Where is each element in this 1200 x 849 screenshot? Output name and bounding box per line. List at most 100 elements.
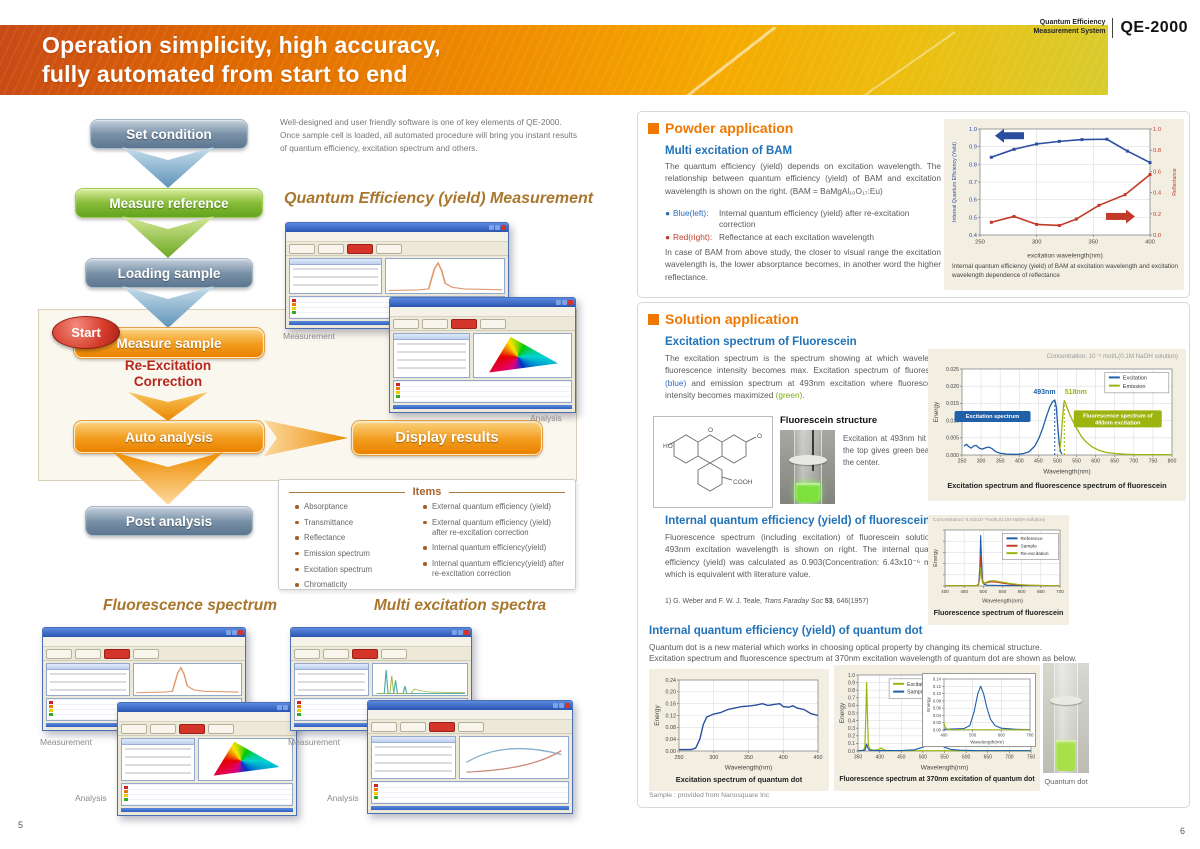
svg-text:0.00: 0.00: [933, 727, 942, 732]
flow-step-loading-sample: Loading sample: [85, 258, 253, 288]
qd-excitation-caption: Excitation spectrum of quantum dot: [675, 775, 803, 784]
svg-text:0.8: 0.8: [969, 162, 977, 168]
svg-text:450: 450: [960, 589, 968, 594]
cuvette-ring: [788, 455, 827, 466]
svg-text:700: 700: [1056, 589, 1064, 594]
svg-text:Sample: Sample: [907, 690, 925, 696]
svg-text:0.08: 0.08: [666, 725, 677, 731]
fluorescein-body-blue: (blue): [665, 377, 687, 388]
solution-application-section: Solution application Excitation spectrum…: [637, 302, 1190, 808]
svg-text:350: 350: [1088, 239, 1098, 245]
svg-text:250: 250: [975, 239, 985, 245]
svg-text:600: 600: [1091, 459, 1100, 465]
flow-arrow-down-icon: [128, 392, 208, 421]
svg-text:400: 400: [779, 755, 788, 761]
svg-text:0.1: 0.1: [848, 741, 855, 747]
footnote-seg: , 646(1957): [832, 598, 869, 605]
items-rule-right: [449, 491, 565, 493]
svg-text:1.0: 1.0: [969, 127, 977, 133]
svg-text:0.10: 0.10: [933, 691, 942, 696]
bam-bullet-blue: ● Blue(left): Internal quantum efficienc…: [665, 208, 943, 230]
svg-text:0.0: 0.0: [1153, 233, 1161, 239]
footnote-seg: 1) G. Weber and F. W. J. Teale,: [665, 598, 764, 605]
svg-text:0.12: 0.12: [666, 713, 677, 719]
page-number-right: 6: [1180, 826, 1186, 836]
powder-title-text: Powder application: [665, 120, 794, 136]
fluorescein-body-green: (green): [775, 390, 803, 401]
svg-text:650: 650: [984, 755, 993, 761]
svg-text:0.8: 0.8: [1153, 148, 1161, 154]
svg-text:0.4: 0.4: [969, 233, 978, 239]
analysis-label: Analysis: [530, 413, 562, 423]
solution-title-text: Solution application: [665, 311, 799, 327]
svg-text:0.4: 0.4: [1153, 191, 1162, 197]
fluorescein-body-seg: The excitation spectrum is the spectrum …: [665, 353, 945, 376]
svg-text:0.9: 0.9: [848, 680, 855, 686]
list-item: Transmittance: [295, 518, 423, 528]
header-banner: Operation simplicity, high accuracy, ful…: [0, 25, 1108, 95]
flow-step-auto-analysis: Auto analysis: [74, 421, 264, 453]
svg-text:Emission: Emission: [1123, 384, 1146, 390]
iqe-fluorescein-subheading: Internal quantum efficiency (yield) of f…: [665, 515, 931, 527]
svg-text:500: 500: [1053, 459, 1062, 465]
flow-step-measure-reference: Measure reference: [75, 188, 263, 218]
svg-text:Energy: Energy: [926, 697, 931, 712]
svg-text:0.7: 0.7: [848, 696, 855, 702]
svg-text:Excitation: Excitation: [1123, 376, 1147, 382]
svg-text:0.16: 0.16: [666, 702, 677, 708]
qd-excitation-chart: 250 300 350 400 450 0.00 0.04 0.08 0.12 0.16 0.20 0…: [653, 673, 825, 772]
flow-step-measure-sample: Measure sample: [74, 328, 264, 358]
svg-text:0.005: 0.005: [946, 436, 959, 442]
fluorescein-fluor-chart-panel: Concentration: 6.43x10⁻⁶mol/L(0.1M NaOH …: [928, 515, 1069, 625]
svg-text:518nm: 518nm: [1065, 389, 1087, 396]
svg-text:Re-excitation: Re-excitation: [1021, 551, 1049, 557]
bam-chart-caption: Internal quantum efficiency (yield) of B…: [952, 263, 1178, 279]
svg-text:450: 450: [814, 755, 823, 761]
items-rule-left: [289, 491, 405, 493]
svg-text:600: 600: [962, 755, 971, 761]
svg-text:600: 600: [1018, 589, 1026, 594]
svg-text:0.02: 0.02: [933, 720, 942, 725]
bullet-red-label: Red(right):: [673, 232, 713, 242]
svg-text:800: 800: [1168, 459, 1177, 465]
svg-text:Energy: Energy: [654, 704, 661, 725]
re-excitation-line2: Correction: [133, 373, 203, 389]
svg-text:0.5: 0.5: [969, 215, 977, 221]
svg-text:350: 350: [996, 459, 1005, 465]
list-item: Chromaticity: [295, 580, 423, 590]
items-column-right: External quantum efficiency (yield) Exte…: [423, 502, 567, 596]
fluorescein-body-seg: .: [802, 390, 805, 401]
bam-subheading: Multi excitation of BAM: [665, 145, 793, 157]
powder-section-title: Powder application: [648, 120, 793, 136]
bullet-blue-label: Blue(left):: [673, 208, 709, 218]
photo-caption: Excitation at 493nm hit from the top giv…: [843, 434, 945, 467]
svg-text:450: 450: [897, 755, 906, 761]
intro-paragraph: Well-designed and user friendly software…: [280, 117, 577, 153]
cuvette-ring: [1050, 696, 1082, 705]
fluorescein-structure-diagram: HO O O COOH: [653, 416, 773, 508]
flow-arrow-down-icon: [122, 286, 214, 328]
bullet-red-text: Reflectance at each excitation wavelengt…: [719, 232, 874, 242]
page-number-left: 5: [18, 820, 24, 830]
flow-step-set-condition: Set condition: [90, 119, 248, 149]
svg-text:Excitation spectrum: Excitation spectrum: [966, 414, 1019, 420]
list-item: Internal quantum efficiency(yield) after…: [423, 559, 567, 579]
page-title-line2: fully automated from start to end: [42, 60, 408, 87]
svg-text:0.0: 0.0: [848, 749, 855, 755]
structure-label-ho: HO: [663, 443, 673, 450]
re-excitation-line1: Re-Excitation: [124, 358, 212, 373]
svg-text:0.4: 0.4: [848, 718, 855, 724]
qd-fluorescence-caption: Fluorescence spectrum at 370nm excitatio…: [839, 776, 1035, 783]
svg-text:400: 400: [941, 589, 949, 594]
section-square-icon: [648, 313, 659, 325]
svg-text:Fluorescence spectrum of: Fluorescence spectrum of: [1083, 413, 1153, 419]
structure-label-o2: O: [757, 433, 762, 440]
fluorescein-chart-caption: Excitation spectrum and fluorescence spe…: [947, 481, 1167, 490]
list-item: Excitation spectrum: [295, 565, 423, 575]
items-column-left: Absorptance Transmittance Reflectance Em…: [287, 502, 423, 596]
qe-measurement-heading: Quantum Efficiency (yield) Measurement: [284, 190, 594, 207]
re-excitation-correction-label: Re-Excitation Correction: [68, 358, 268, 389]
svg-text:0.08: 0.08: [933, 698, 942, 703]
flow-arrow-right-icon: [264, 420, 348, 456]
analysis-screenshot: [389, 297, 576, 413]
